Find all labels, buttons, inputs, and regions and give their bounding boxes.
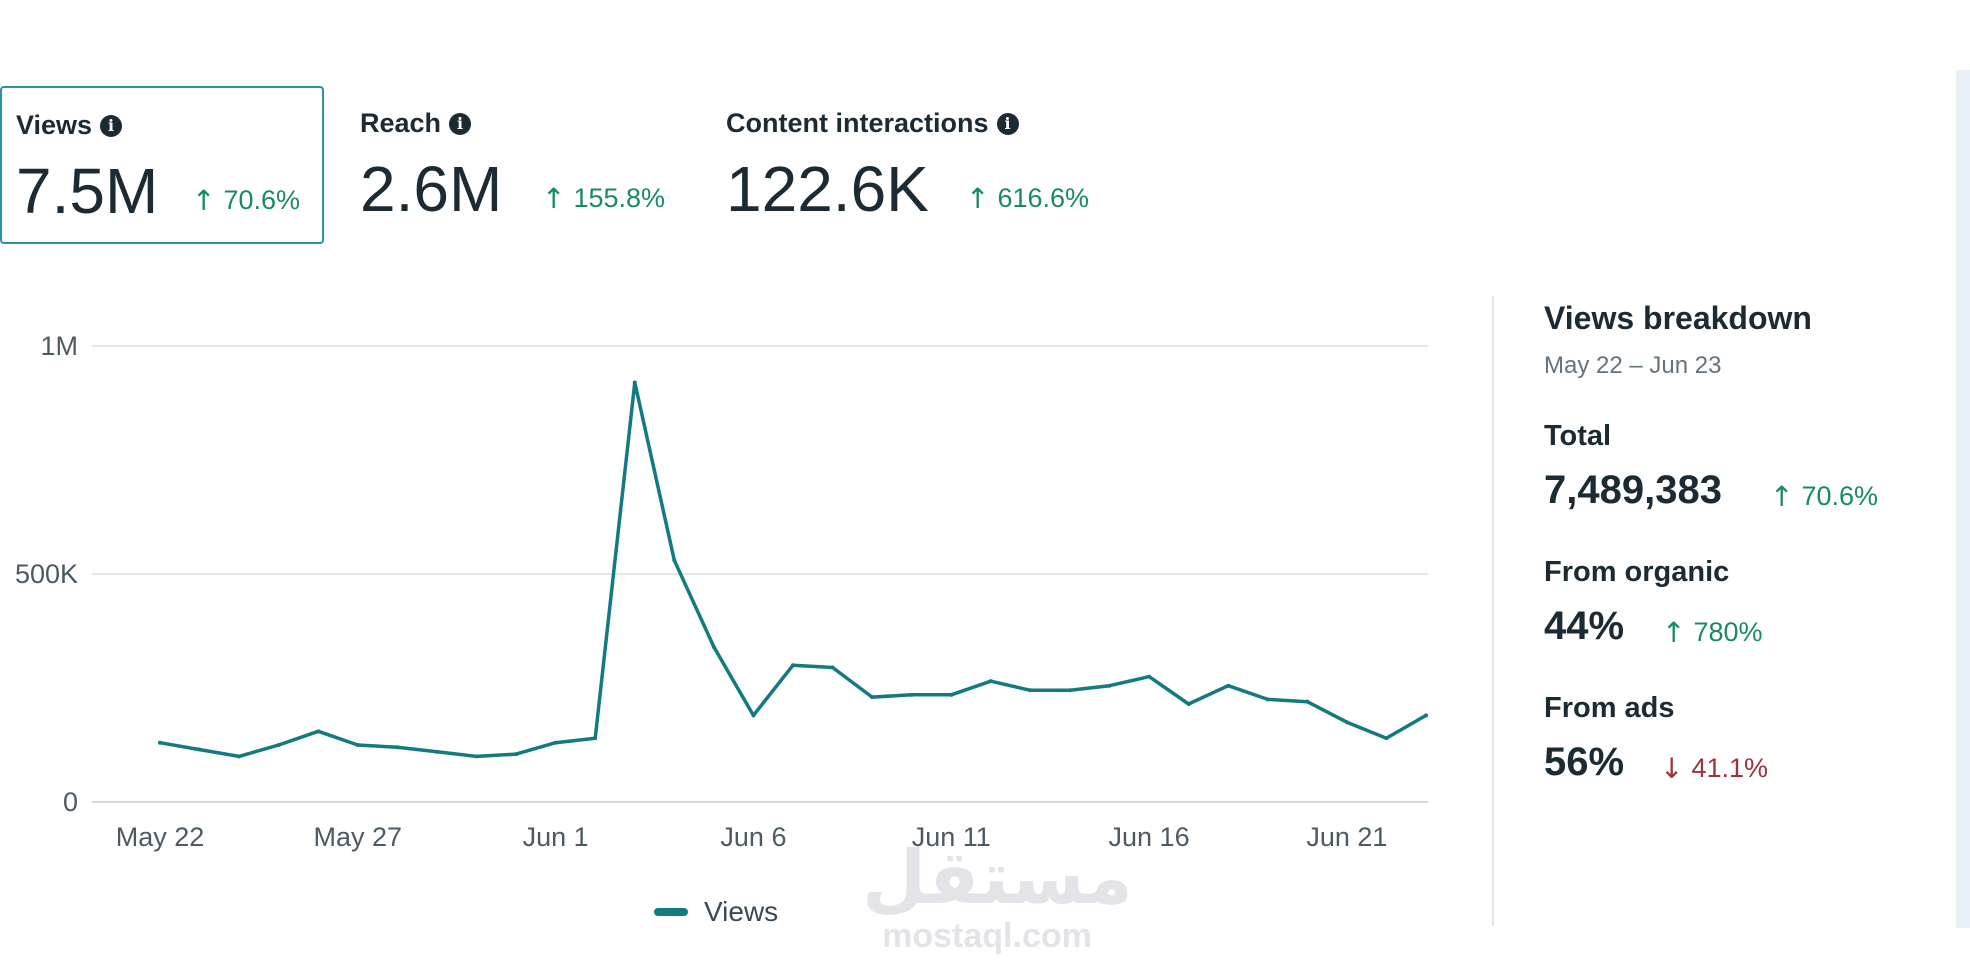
data-point <box>1424 713 1428 718</box>
data-point <box>1107 683 1112 688</box>
data-point <box>988 679 993 684</box>
data-point <box>1384 736 1389 741</box>
breakdown-title: Views breakdown <box>1544 300 1812 336</box>
metric-label-text: Views <box>16 110 93 140</box>
x-tick-label: Jun 6 <box>720 822 786 852</box>
data-point <box>870 695 875 700</box>
data-point <box>1226 683 1231 688</box>
metric-label-text: Reach <box>360 108 442 138</box>
metric-value-content-interactions: 122.6K <box>726 153 929 225</box>
info-icon[interactable]: i <box>449 112 472 135</box>
views-line-chart[interactable]: 0 500K 1M May 22 May 27 Jun 1 Jun 6 Jun 11 Jun 1… <box>0 300 1460 940</box>
metric-delta-text: 616.6% <box>997 183 1090 213</box>
data-point <box>237 754 242 759</box>
chart-legend: Views <box>654 896 778 928</box>
panel-divider <box>1492 296 1494 926</box>
data-point <box>632 380 637 385</box>
metric-value-reach: 2.6M <box>360 153 503 225</box>
metric-card-views[interactable]: Views i 7.5M ↑ 70.6% <box>0 86 324 244</box>
ads-value: 56% <box>1544 740 1625 784</box>
x-tick-label: May 27 <box>314 822 403 852</box>
data-point <box>949 692 954 697</box>
metric-delta-views: ↑ 70.6% <box>192 184 300 217</box>
metric-value-views: 7.5M <box>16 155 159 227</box>
x-tick-label: Jun 1 <box>523 822 589 852</box>
series-line-views <box>158 380 1428 759</box>
ads-delta: ↓ 41.1% <box>1660 752 1768 785</box>
metric-delta-content-interactions: ↑ 616.6% <box>966 182 1089 215</box>
metric-label-content-interactions: Content interactions i <box>726 108 1019 139</box>
scrollbar-track[interactable] <box>1956 70 1970 928</box>
data-point <box>672 558 677 563</box>
x-tick-label: Jun 21 <box>1306 822 1387 852</box>
total-delta: ↑ 70.6% <box>1770 480 1878 513</box>
arrow-down-icon: ↓ <box>1660 752 1684 785</box>
info-icon[interactable]: i <box>996 112 1019 135</box>
organic-value: 44% <box>1544 604 1625 648</box>
metric-label-views: Views i <box>16 110 123 141</box>
total-value: 7,489,383 <box>1544 468 1722 512</box>
x-tick-label: May 22 <box>116 822 205 852</box>
legend-label: Views <box>704 896 779 927</box>
data-point <box>1067 688 1072 693</box>
data-point <box>711 644 716 649</box>
y-tick-label: 0 <box>63 787 78 817</box>
data-point <box>395 745 400 750</box>
data-point <box>474 754 479 759</box>
organic-delta-text: 780% <box>1693 617 1763 647</box>
ads-delta-text: 41.1% <box>1691 753 1769 783</box>
data-point <box>158 740 162 745</box>
data-point <box>553 740 558 745</box>
ads-label: From ads <box>1544 692 1675 724</box>
data-point <box>434 749 439 754</box>
data-point <box>197 747 202 752</box>
metric-label-text: Content interactions <box>726 108 989 138</box>
arrow-up-icon: ↑ <box>1662 616 1686 649</box>
data-point <box>791 663 795 668</box>
total-delta-text: 70.6% <box>1801 481 1879 511</box>
data-point <box>355 743 360 747</box>
breakdown-date-range: May 22 – Jun 23 <box>1544 352 1722 379</box>
data-point <box>1305 699 1310 704</box>
data-point <box>751 713 756 718</box>
info-icon[interactable]: i <box>100 114 123 137</box>
metric-delta-text: 155.8% <box>573 183 666 213</box>
total-label: Total <box>1544 420 1612 452</box>
arrow-up-icon: ↑ <box>1770 480 1794 513</box>
data-point <box>1028 688 1033 693</box>
x-tick-label: Jun 16 <box>1109 822 1190 852</box>
data-point <box>1344 720 1349 725</box>
metric-delta-text: 70.6% <box>223 185 301 215</box>
data-point <box>316 729 321 734</box>
data-point <box>909 692 914 697</box>
data-point <box>514 752 519 757</box>
data-point <box>276 743 281 747</box>
organic-label: From organic <box>1544 556 1730 588</box>
data-point <box>1186 701 1191 706</box>
metric-card-content-interactions[interactable]: Content interactions i 122.6K ↑ 616.6% <box>726 86 1146 244</box>
legend-swatch <box>654 908 688 916</box>
arrow-up-icon: ↑ <box>542 182 566 215</box>
data-point <box>593 736 598 741</box>
organic-delta: ↑ 780% <box>1662 616 1763 649</box>
x-tick-label: Jun 11 <box>912 822 991 852</box>
y-tick-label: 1M <box>40 331 78 361</box>
metric-delta-reach: ↑ 155.8% <box>542 182 665 215</box>
arrow-up-icon: ↑ <box>192 184 216 217</box>
metric-label-reach: Reach i <box>360 108 472 139</box>
data-point <box>1265 697 1270 702</box>
metric-card-reach[interactable]: Reach i 2.6M ↑ 155.8% <box>358 86 688 244</box>
arrow-up-icon: ↑ <box>966 182 990 215</box>
data-point <box>1147 674 1152 679</box>
y-tick-label: 500K <box>15 559 78 589</box>
data-point <box>830 665 835 670</box>
